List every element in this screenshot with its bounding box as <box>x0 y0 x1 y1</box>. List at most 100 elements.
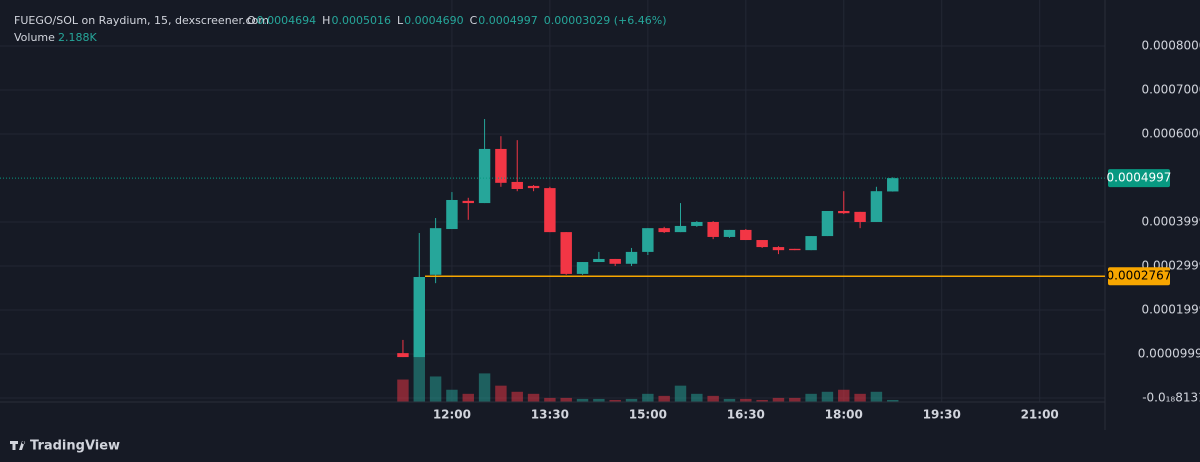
x-tick-label: 18:00 <box>825 408 863 422</box>
candle-body <box>527 185 540 189</box>
y-tick-label: -0.0₁₈8131 <box>1142 390 1200 404</box>
x-tick-label: 12:00 <box>433 408 471 422</box>
volume-label: Volume <box>14 31 55 44</box>
volume-bar <box>478 373 491 402</box>
candle-body <box>576 262 589 274</box>
ohlc-key: H <box>322 14 330 27</box>
volume-bar <box>495 385 507 402</box>
volume-bar <box>413 354 425 402</box>
y-tick-label: 0.0007000 <box>1142 82 1200 96</box>
candle-body <box>642 228 654 252</box>
ohlc-key: C <box>470 14 478 27</box>
candle-body <box>625 251 638 264</box>
ohlc-key: L <box>397 14 404 27</box>
candle-body <box>707 221 719 237</box>
x-tick-label: 19:30 <box>923 408 961 422</box>
y-tick-label: 0.0001999 <box>1142 303 1200 317</box>
chart-title: FUEGO/SOL on Raydium, 15, dexscreener.co… <box>14 14 269 27</box>
x-tick-label: 13:30 <box>531 408 569 422</box>
logo-mark <box>10 441 26 450</box>
volume-bar <box>740 398 752 402</box>
price-line-box <box>1108 267 1170 286</box>
volume-bar <box>789 397 801 402</box>
volume-bar <box>560 397 572 402</box>
y-tick-label: 0.0006000 <box>1142 126 1200 140</box>
volume-bar <box>609 399 621 402</box>
ohlc-value: 0.0005016 <box>331 14 391 27</box>
volume-bar <box>446 389 458 402</box>
volume-bar <box>397 379 409 402</box>
candle-body <box>593 258 605 263</box>
candle-body <box>544 188 556 233</box>
y-tick-label: 0.00009999 <box>1138 346 1200 360</box>
ohlc-value: 0.0004997 <box>478 14 538 27</box>
candle-body <box>462 200 474 204</box>
volume-bar <box>593 398 605 402</box>
ohlc-legend: O 0.0004694 H 0.0005016 L 0.0004690 C 0.0004997… <box>247 14 667 27</box>
price-line-label: 0.0002767 <box>1107 269 1172 283</box>
candle-body <box>805 236 817 251</box>
volume-bar <box>691 393 703 402</box>
volume-bar <box>870 391 883 402</box>
candle-body <box>723 229 736 237</box>
volume-bar <box>887 399 899 402</box>
volume-value: 2.188K <box>58 31 97 44</box>
y-tick-label: 0.0003999 <box>1142 215 1200 229</box>
ohlc-value: 0.0004694 <box>257 14 317 27</box>
candle-body <box>854 211 866 222</box>
volume-bar <box>854 393 866 402</box>
candle-body <box>674 225 687 233</box>
x-tick-label: 15:00 <box>629 408 667 422</box>
volume-bar <box>527 393 540 402</box>
volume-bar <box>821 391 834 402</box>
candle-body <box>756 240 768 248</box>
volume-bar <box>511 391 523 402</box>
candle-body <box>560 232 572 274</box>
volume-bar <box>576 398 589 402</box>
candle-body <box>772 247 785 251</box>
volume-bar <box>674 385 687 402</box>
candle-body <box>887 178 899 192</box>
candle-body <box>397 353 409 358</box>
volume-bar <box>462 393 474 402</box>
candle-body <box>821 210 834 237</box>
candle-body <box>789 248 801 251</box>
candle-body <box>691 221 703 226</box>
volume-bar <box>756 399 768 402</box>
last-price-box <box>1108 169 1170 188</box>
candle-body <box>429 228 442 275</box>
candle-body <box>446 199 458 230</box>
candle-body <box>413 276 425 358</box>
candle-body <box>740 229 752 241</box>
volume-bar <box>429 376 442 402</box>
volume-bar <box>707 395 719 402</box>
change: 0.00003029 (+6.46%) <box>544 14 667 27</box>
volume-bar <box>838 389 850 402</box>
volume-bar <box>544 397 556 402</box>
x-tick-label: 16:30 <box>727 408 765 422</box>
logo: TradingView <box>10 439 120 454</box>
candle-body <box>658 228 670 233</box>
candle-body <box>478 148 491 204</box>
candle-body <box>870 191 883 222</box>
footer-brand: TradingView <box>30 439 120 454</box>
ohlc-key: O <box>247 14 256 27</box>
volume-bar <box>772 397 785 402</box>
candle-body <box>495 148 507 183</box>
last-price-label: 0.0004997 <box>1107 171 1172 185</box>
y-tick-label: 0.0008000 <box>1142 38 1200 52</box>
candle-body <box>609 258 621 264</box>
volume-bar <box>805 393 817 402</box>
volume-bar <box>723 398 736 402</box>
plot-area <box>0 0 1105 402</box>
candle-body <box>838 210 850 214</box>
volume-bar <box>625 398 638 402</box>
volume-bar <box>642 393 654 402</box>
candle-body <box>511 181 523 189</box>
ohlc-value: 0.0004690 <box>404 14 464 27</box>
x-tick-label: 21:00 <box>1021 408 1059 422</box>
volume-bar <box>658 395 670 402</box>
